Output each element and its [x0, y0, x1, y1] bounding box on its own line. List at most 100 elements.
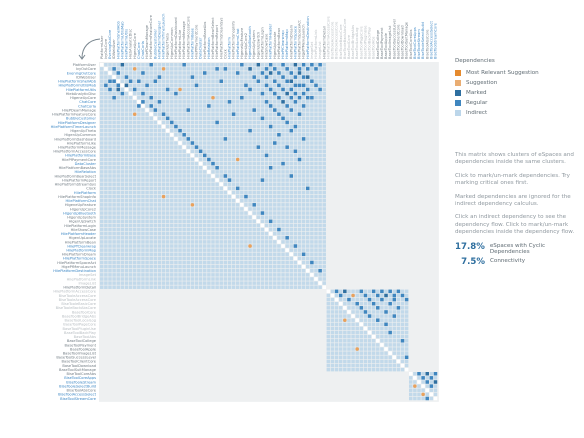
indirect-cell[interactable]	[153, 260, 158, 265]
indirect-cell[interactable]	[277, 277, 281, 281]
indirect-cell[interactable]	[404, 306, 409, 310]
indirect-cell[interactable]	[363, 339, 368, 343]
indirect-cell[interactable]	[104, 281, 108, 285]
indirect-cell[interactable]	[306, 133, 310, 137]
indirect-cell[interactable]	[108, 198, 112, 203]
column-label[interactable]: BaseToolPluginUse	[363, 25, 367, 59]
indirect-cell[interactable]	[413, 396, 417, 401]
indirect-cell[interactable]	[227, 281, 232, 285]
indirect-cell[interactable]	[198, 116, 203, 121]
indirect-cell[interactable]	[322, 75, 326, 79]
indirect-cell[interactable]	[153, 63, 158, 67]
indirect-cell[interactable]	[289, 91, 294, 96]
indirect-cell[interactable]	[211, 100, 215, 104]
column-label[interactable]: HiiePlatformHeader	[269, 23, 273, 59]
regular-dependency-cell[interactable]	[260, 116, 265, 121]
indirect-cell[interactable]	[227, 252, 232, 257]
indirect-cell[interactable]	[190, 120, 195, 125]
indirect-cell[interactable]	[161, 137, 166, 141]
indirect-cell[interactable]	[137, 215, 141, 219]
regular-dependency-cell[interactable]	[293, 75, 298, 79]
indirect-cell[interactable]	[318, 108, 322, 112]
indirect-cell[interactable]	[153, 240, 158, 244]
indirect-cell[interactable]	[355, 351, 359, 355]
indirect-cell[interactable]	[145, 269, 149, 273]
indirect-cell[interactable]	[215, 231, 219, 236]
indirect-cell[interactable]	[141, 79, 145, 83]
indirect-cell[interactable]	[252, 166, 256, 170]
indirect-cell[interactable]	[351, 359, 355, 364]
indirect-cell[interactable]	[223, 248, 228, 252]
indirect-cell[interactable]	[273, 240, 277, 244]
indirect-cell[interactable]	[100, 91, 104, 96]
indirect-cell[interactable]	[244, 260, 248, 265]
regular-dependency-cell[interactable]	[306, 87, 310, 92]
indirect-cell[interactable]	[124, 227, 129, 232]
indirect-cell[interactable]	[198, 219, 203, 224]
indirect-cell[interactable]	[306, 178, 310, 182]
indirect-cell[interactable]	[256, 104, 261, 108]
regular-dependency-cell[interactable]	[310, 79, 314, 83]
indirect-cell[interactable]	[149, 79, 153, 83]
indirect-cell[interactable]	[235, 174, 240, 178]
indirect-cell[interactable]	[277, 63, 281, 67]
indirect-cell[interactable]	[108, 273, 112, 277]
indirect-cell[interactable]	[219, 63, 223, 67]
indirect-cell[interactable]	[186, 260, 191, 265]
indirect-cell[interactable]	[231, 211, 236, 215]
regular-dependency-cell[interactable]	[170, 120, 174, 125]
indirect-cell[interactable]	[314, 161, 318, 166]
indirect-cell[interactable]	[145, 67, 149, 71]
indirect-cell[interactable]	[203, 207, 207, 211]
indirect-cell[interactable]	[198, 240, 203, 244]
indirect-cell[interactable]	[215, 133, 219, 137]
indirect-cell[interactable]	[165, 285, 170, 289]
indirect-cell[interactable]	[310, 211, 314, 215]
regular-dependency-cell[interactable]	[116, 71, 120, 75]
indirect-cell[interactable]	[347, 359, 351, 364]
indirect-cell[interactable]	[293, 161, 298, 166]
indirect-cell[interactable]	[100, 128, 104, 133]
indirect-cell[interactable]	[194, 104, 199, 108]
indirect-cell[interactable]	[404, 359, 409, 364]
indirect-cell[interactable]	[120, 215, 125, 219]
indirect-cell[interactable]	[396, 367, 401, 372]
indirect-cell[interactable]	[248, 157, 252, 162]
indirect-cell[interactable]	[194, 108, 199, 112]
indirect-cell[interactable]	[157, 190, 162, 195]
indirect-cell[interactable]	[343, 367, 347, 372]
indirect-cell[interactable]	[161, 145, 166, 149]
indirect-cell[interactable]	[112, 166, 116, 170]
column-label[interactable]: HiiePlatformBase	[190, 27, 194, 59]
indirect-cell[interactable]	[264, 141, 269, 145]
indirect-cell[interactable]	[252, 137, 256, 141]
indirect-cell[interactable]	[112, 116, 116, 121]
indirect-cell[interactable]	[215, 207, 219, 211]
indirect-cell[interactable]	[396, 355, 401, 360]
indirect-cell[interactable]	[149, 153, 153, 158]
indirect-cell[interactable]	[285, 215, 289, 219]
indirect-cell[interactable]	[108, 236, 112, 240]
indirect-cell[interactable]	[203, 215, 207, 219]
indirect-cell[interactable]	[285, 87, 289, 92]
indirect-cell[interactable]	[231, 75, 236, 79]
column-label[interactable]: HiiePlatformLike	[178, 29, 182, 59]
indirect-cell[interactable]	[231, 104, 236, 108]
indirect-cell[interactable]	[186, 95, 191, 100]
indirect-cell[interactable]	[285, 116, 289, 121]
indirect-cell[interactable]	[227, 71, 232, 75]
indirect-cell[interactable]	[178, 182, 182, 186]
indirect-cell[interactable]	[112, 269, 116, 273]
indirect-cell[interactable]	[215, 87, 219, 92]
indirect-cell[interactable]	[248, 91, 252, 96]
indirect-cell[interactable]	[198, 223, 203, 228]
indirect-cell[interactable]	[330, 359, 335, 364]
indirect-cell[interactable]	[301, 128, 306, 133]
row-label[interactable]: HigenUpCommon	[64, 133, 96, 137]
indirect-cell[interactable]	[334, 322, 339, 327]
indirect-cell[interactable]	[153, 211, 158, 215]
indirect-cell[interactable]	[120, 198, 125, 203]
indirect-cell[interactable]	[322, 91, 326, 96]
row-label[interactable]: HiiePlatformMap	[66, 249, 96, 253]
indirect-cell[interactable]	[260, 227, 265, 232]
